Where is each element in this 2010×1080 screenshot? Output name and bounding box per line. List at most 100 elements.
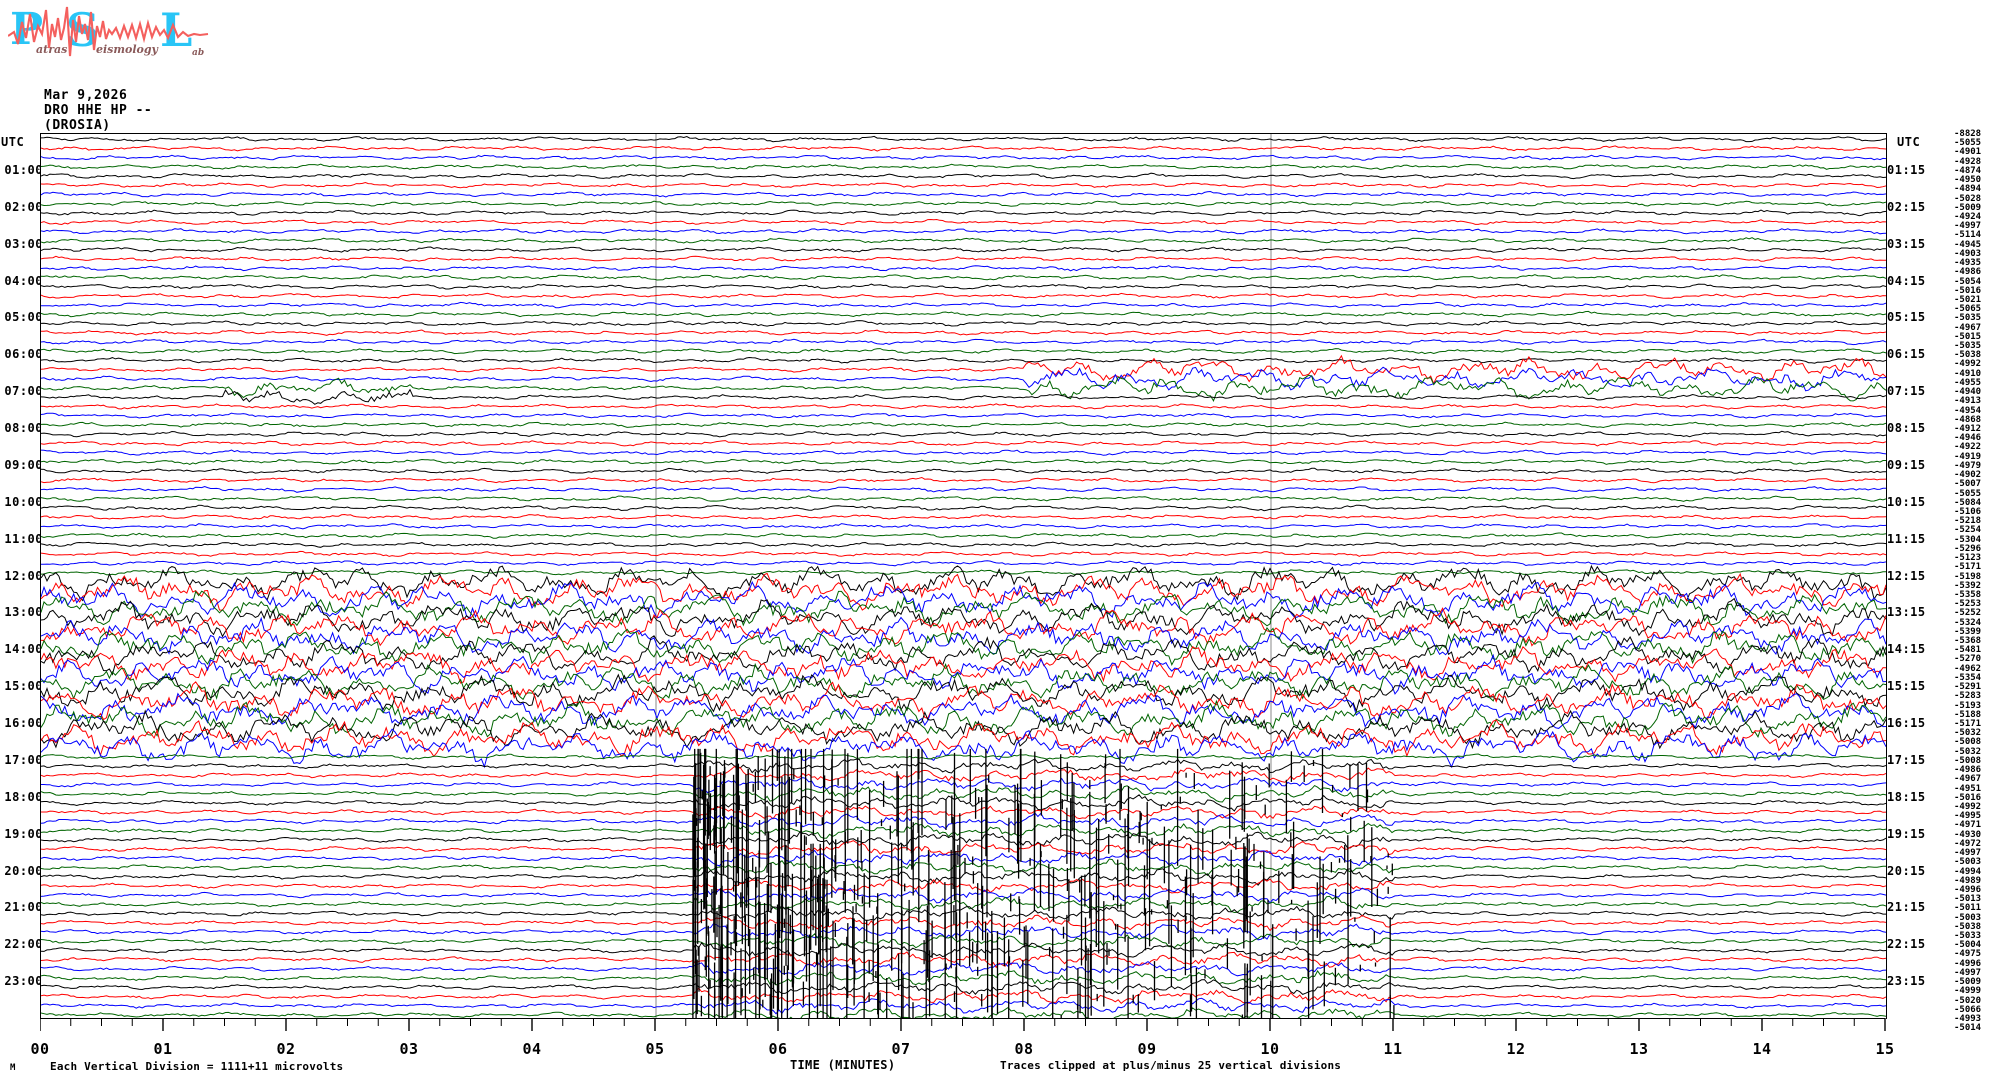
logo-subtext: atras eismology ab	[36, 43, 204, 58]
seismic-trace	[41, 941, 1886, 958]
left-time-label: 22:00	[4, 937, 43, 952]
right-time-label: 03:15	[1887, 236, 1926, 251]
trace-amplitude-value: -5065	[1954, 304, 1982, 315]
seismic-trace	[41, 218, 1886, 226]
trace-amplitude-value: -5016	[1954, 285, 1982, 296]
seismic-trace	[41, 812, 1886, 830]
seismic-trace	[41, 692, 1886, 729]
left-time-label: 10:00	[4, 494, 43, 509]
x-axis-label: 13	[1629, 1040, 1649, 1058]
trace-amplitude-value: -4989	[1954, 875, 1982, 886]
left-time-label: 08:00	[4, 421, 43, 435]
right-time-label: 19:15	[1887, 826, 1926, 841]
right-time-label: 08:15	[1887, 421, 1926, 435]
x-axis-label: 05	[645, 1040, 665, 1058]
seismic-trace	[41, 532, 1886, 539]
seismic-trace	[41, 301, 1886, 309]
left-time-label: 06:00	[4, 347, 43, 362]
seismic-trace	[41, 868, 1886, 886]
trace-amplitude-value: -4986	[1954, 267, 1982, 278]
utc-label-left: UTC	[1, 135, 25, 149]
trace-amplitude-value: -5009	[1954, 202, 1982, 213]
seismic-trace	[41, 449, 1886, 456]
trace-amplitude-value: -4972	[1954, 838, 1982, 849]
trace-amplitude-value: -5253	[1954, 599, 1982, 610]
trace-amplitude-value: -5014	[1954, 1023, 1982, 1034]
x-axis-label: 00	[30, 1040, 50, 1058]
trace-amplitude-value: -5015	[1954, 331, 1982, 342]
trace-amplitude-value: -5066	[1954, 1004, 1982, 1015]
seismic-trace	[41, 914, 1886, 932]
seismic-trace	[41, 412, 1886, 419]
trace-amplitude-value: -5003	[1954, 857, 1982, 868]
trace-amplitude-value: -5016	[1954, 792, 1982, 803]
seismic-trace	[41, 878, 1886, 894]
seismic-trace	[41, 265, 1886, 272]
trace-amplitude-value: -4946	[1954, 433, 1982, 444]
trace-amplitude-value: -5392	[1954, 580, 1982, 591]
trace-amplitude-value: -5399	[1954, 626, 1982, 637]
right-time-label: 23:15	[1887, 974, 1926, 989]
seismic-trace	[41, 997, 1886, 1015]
trace-amplitude-value: -4995	[1954, 811, 1982, 822]
seismic-trace	[41, 163, 1886, 171]
seismic-trace	[41, 292, 1886, 299]
trace-amplitude-value: -5035	[1954, 313, 1982, 324]
seismic-trace	[41, 805, 1886, 820]
trace-amplitude-value: -5252	[1954, 608, 1982, 619]
footer-corner-mark: M	[10, 1063, 16, 1073]
trace-amplitude-value: -4967	[1954, 774, 1982, 785]
x-axis-ticks	[40, 1018, 1887, 1048]
footer-scale-note: Each Vertical Division = 1111+11 microvo…	[50, 1060, 344, 1073]
trace-amplitude-value: -5270	[1954, 654, 1982, 665]
trace-amplitude-value: -4945	[1954, 239, 1982, 250]
left-time-label: 07:00	[4, 384, 43, 399]
seismic-trace	[41, 662, 1886, 702]
trace-amplitude-value: -4994	[1954, 866, 1982, 877]
seismic-trace	[41, 513, 1886, 520]
trace-amplitude-value: -4940	[1954, 387, 1982, 398]
x-axis-label: 15	[1875, 1040, 1895, 1058]
right-time-axis: 01:15 02:15 03:15 04:15 05:15 06:15 07:15 08:15…	[1885, 0, 1941, 1080]
seismic-trace	[41, 645, 1886, 684]
svg-text:eismology: eismology	[96, 43, 160, 56]
seismic-trace	[41, 709, 1886, 750]
seismic-trace	[41, 840, 1886, 857]
seismic-trace	[41, 458, 1886, 465]
right-time-label: 16:15	[1887, 716, 1926, 730]
seismic-trace	[41, 504, 1886, 512]
seismic-trace	[41, 572, 1886, 611]
trace-amplitude-value: -5193	[1954, 700, 1982, 711]
x-axis-label: 14	[1752, 1040, 1772, 1058]
seismic-trace	[41, 607, 1886, 647]
trace-amplitude-value: -4874	[1954, 165, 1982, 176]
trace-amplitude-value: -4894	[1954, 184, 1982, 195]
trace-amplitude-value: -4997	[1954, 221, 1982, 232]
trace-amplitude-value: -4913	[1954, 396, 1982, 407]
seismic-trace	[41, 154, 1886, 161]
trace-amplitude-value: -4901	[1954, 147, 1982, 158]
clipped-event-swarm	[692, 748, 1395, 1019]
trace-amplitude-value: -4922	[1954, 442, 1982, 453]
seismic-trace	[41, 145, 1886, 152]
right-time-label: 20:15	[1887, 863, 1926, 878]
left-time-label: 20:00	[4, 863, 43, 878]
left-time-label: 04:00	[4, 273, 43, 288]
seismic-trace	[41, 970, 1886, 986]
seismic-trace	[41, 172, 1886, 180]
trace-amplitude-value: -5171	[1954, 719, 1982, 729]
header-station: (DROSIA)	[44, 118, 111, 133]
right-time-label: 07:15	[1887, 384, 1926, 399]
trace-amplitude-value: -5106	[1954, 506, 1982, 517]
seismic-trace	[41, 719, 1886, 758]
svg-text:ab: ab	[192, 48, 204, 58]
helicorder-plot[interactable]	[40, 133, 1887, 1019]
trace-amplitude-value: -5171	[1954, 562, 1982, 573]
seismic-trace	[41, 728, 1886, 769]
seismic-trace	[41, 580, 1886, 620]
footer-clip-note: Traces clipped at plus/minus 25 vertical…	[1000, 1059, 1342, 1072]
trace-amplitude-value: -8828	[1954, 129, 1982, 139]
trace-amplitude-value: -5008	[1954, 737, 1982, 748]
trace-amplitude-value: -5032	[1954, 746, 1982, 757]
trace-amplitude-value: -5254	[1954, 525, 1982, 536]
